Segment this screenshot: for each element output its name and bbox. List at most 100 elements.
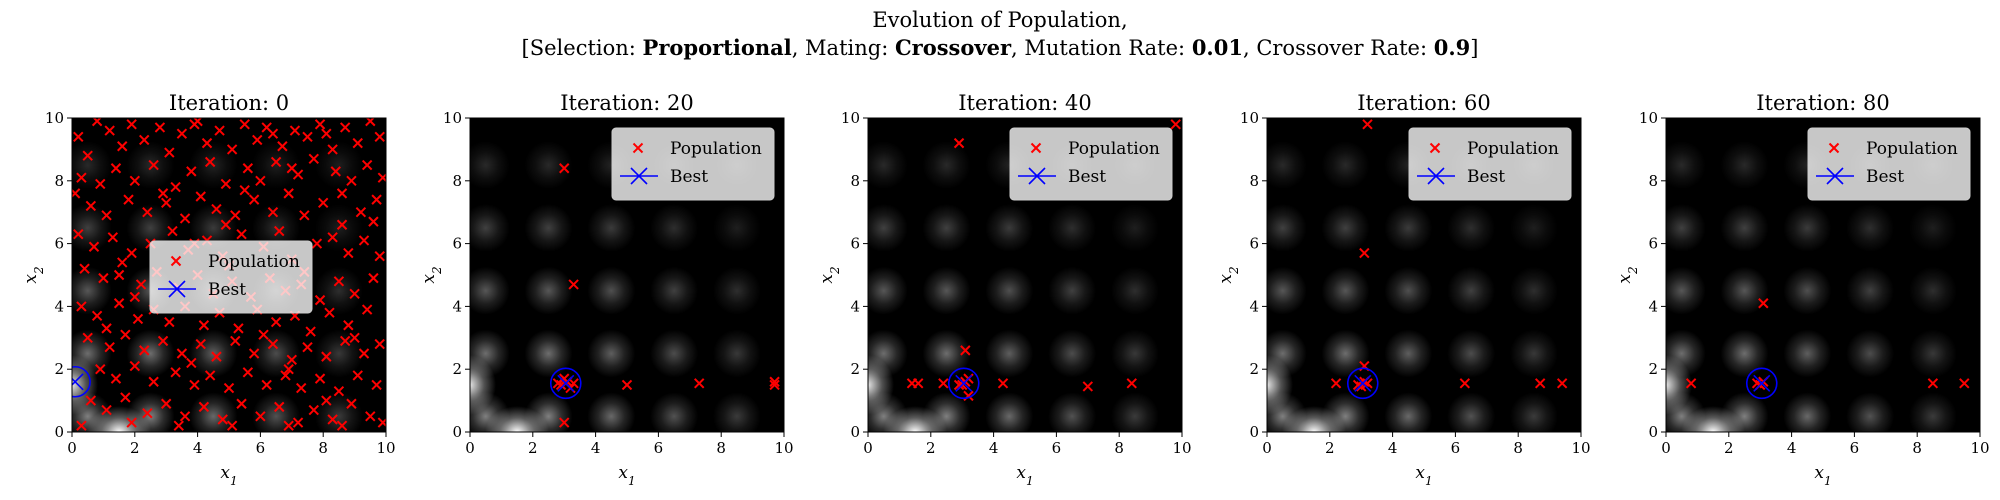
population-point	[204, 156, 216, 168]
population-point	[204, 370, 216, 381]
x-tick-label: 10	[774, 439, 793, 457]
landscape-peak	[470, 354, 496, 415]
population-point	[179, 213, 191, 224]
population-point-stroke-b	[333, 385, 345, 397]
population-point-stroke-b	[283, 420, 294, 431]
population-point-stroke-b	[258, 329, 269, 340]
population-point	[117, 257, 128, 268]
population-point	[164, 147, 175, 158]
population-point	[195, 191, 206, 202]
landscape-blob	[1048, 203, 1097, 252]
population-point-stroke-b	[292, 169, 304, 180]
population-point	[286, 163, 298, 174]
population-point-stroke-b	[283, 188, 294, 199]
legend-population-marker-stroke-b	[1828, 142, 1840, 154]
population-point-stroke-b	[95, 363, 106, 375]
population-point-stroke-b	[343, 247, 354, 259]
population-point-stroke-b	[170, 367, 181, 378]
population-point-stroke-b	[186, 166, 197, 177]
x-tick-label: 2	[130, 439, 140, 457]
population-point	[371, 379, 382, 391]
y-tick-label: 2	[1249, 360, 1259, 378]
population-point-stroke-b	[1534, 378, 1546, 389]
population-point	[248, 348, 260, 359]
population-point-stroke-b	[308, 404, 319, 416]
legend: Population Best	[1807, 127, 1971, 201]
population-point-stroke-b	[85, 395, 97, 406]
population-point	[236, 398, 247, 409]
population-point-stroke-b	[1459, 378, 1471, 389]
population-point	[330, 166, 341, 177]
population-point	[230, 210, 241, 221]
landscape-peak	[868, 354, 894, 415]
population-point	[299, 210, 310, 221]
population-point	[1126, 378, 1137, 389]
population-point	[552, 378, 564, 389]
population-point-stroke-b	[239, 185, 250, 196]
population-point	[371, 194, 382, 205]
population-point-stroke-b	[157, 335, 169, 347]
landscape-blob	[1384, 266, 1433, 315]
population-point	[198, 401, 210, 413]
population-point-stroke-b	[769, 376, 780, 387]
x-tick-label: 2	[1724, 439, 1734, 457]
panel-title: Iteration: 80	[1756, 91, 1890, 115]
population-point	[358, 235, 370, 246]
population-point-stroke-b	[101, 210, 112, 221]
landscape-blob	[524, 203, 573, 252]
landscape-blob	[712, 329, 761, 378]
best-marker	[1753, 374, 1771, 392]
population-point-stroke-b	[220, 178, 232, 190]
population-point-stroke-b	[126, 119, 137, 130]
landscape-blob	[868, 203, 908, 252]
population-point-stroke-b	[179, 411, 191, 422]
landscape-blob	[587, 329, 636, 378]
landscape-blob	[1509, 329, 1558, 378]
crossover-rate-value: 0.9	[1434, 35, 1471, 60]
y-tick-label: 0	[1648, 423, 1658, 441]
population-point	[258, 329, 269, 340]
population-point	[170, 181, 181, 193]
population-point-stroke-b	[368, 272, 379, 284]
population-point	[113, 298, 125, 309]
population-point	[1758, 298, 1769, 309]
y-tick-label: 0	[54, 423, 64, 441]
population-point	[960, 345, 971, 356]
population-point-stroke-b	[558, 163, 570, 174]
population-point	[365, 411, 376, 422]
population-point	[236, 228, 247, 240]
population-point-stroke-b	[327, 232, 338, 243]
population-point-stroke-b	[110, 163, 122, 174]
y-tick-label: 2	[452, 360, 462, 378]
landscape-blob	[1908, 203, 1957, 252]
population-point	[160, 398, 172, 409]
landscape-blob	[712, 203, 761, 252]
selection-value: Proportional	[643, 35, 792, 60]
population-point	[132, 313, 144, 325]
legend-box	[1408, 127, 1572, 201]
landscape-blob	[1384, 329, 1433, 378]
population-point	[76, 172, 87, 183]
population-point	[349, 332, 360, 344]
population-point-stroke-b	[230, 210, 241, 221]
population-point	[355, 206, 367, 218]
x-tick-label: 6	[1052, 439, 1062, 457]
population-point	[333, 385, 345, 397]
population-point	[261, 379, 272, 391]
population-point	[239, 185, 250, 196]
population-point	[110, 373, 122, 384]
landscape-blob	[470, 141, 510, 190]
population-point-stroke-b	[176, 128, 188, 139]
legend-best-label: Best	[1467, 167, 1505, 187]
landscape-blob	[985, 392, 1034, 432]
population-point-stroke-b	[135, 279, 147, 290]
legend-best-marker	[168, 280, 186, 298]
landscape-blob	[1908, 392, 1957, 432]
legend-population-label: Population	[1866, 139, 1958, 159]
mating-value: Crossover	[895, 35, 1012, 60]
population-point	[154, 122, 166, 133]
population-point-stroke-b	[198, 320, 210, 331]
x-tick-label: 10	[376, 439, 395, 457]
population-point-stroke-b	[211, 203, 222, 215]
population-point-stroke-b	[960, 345, 971, 356]
